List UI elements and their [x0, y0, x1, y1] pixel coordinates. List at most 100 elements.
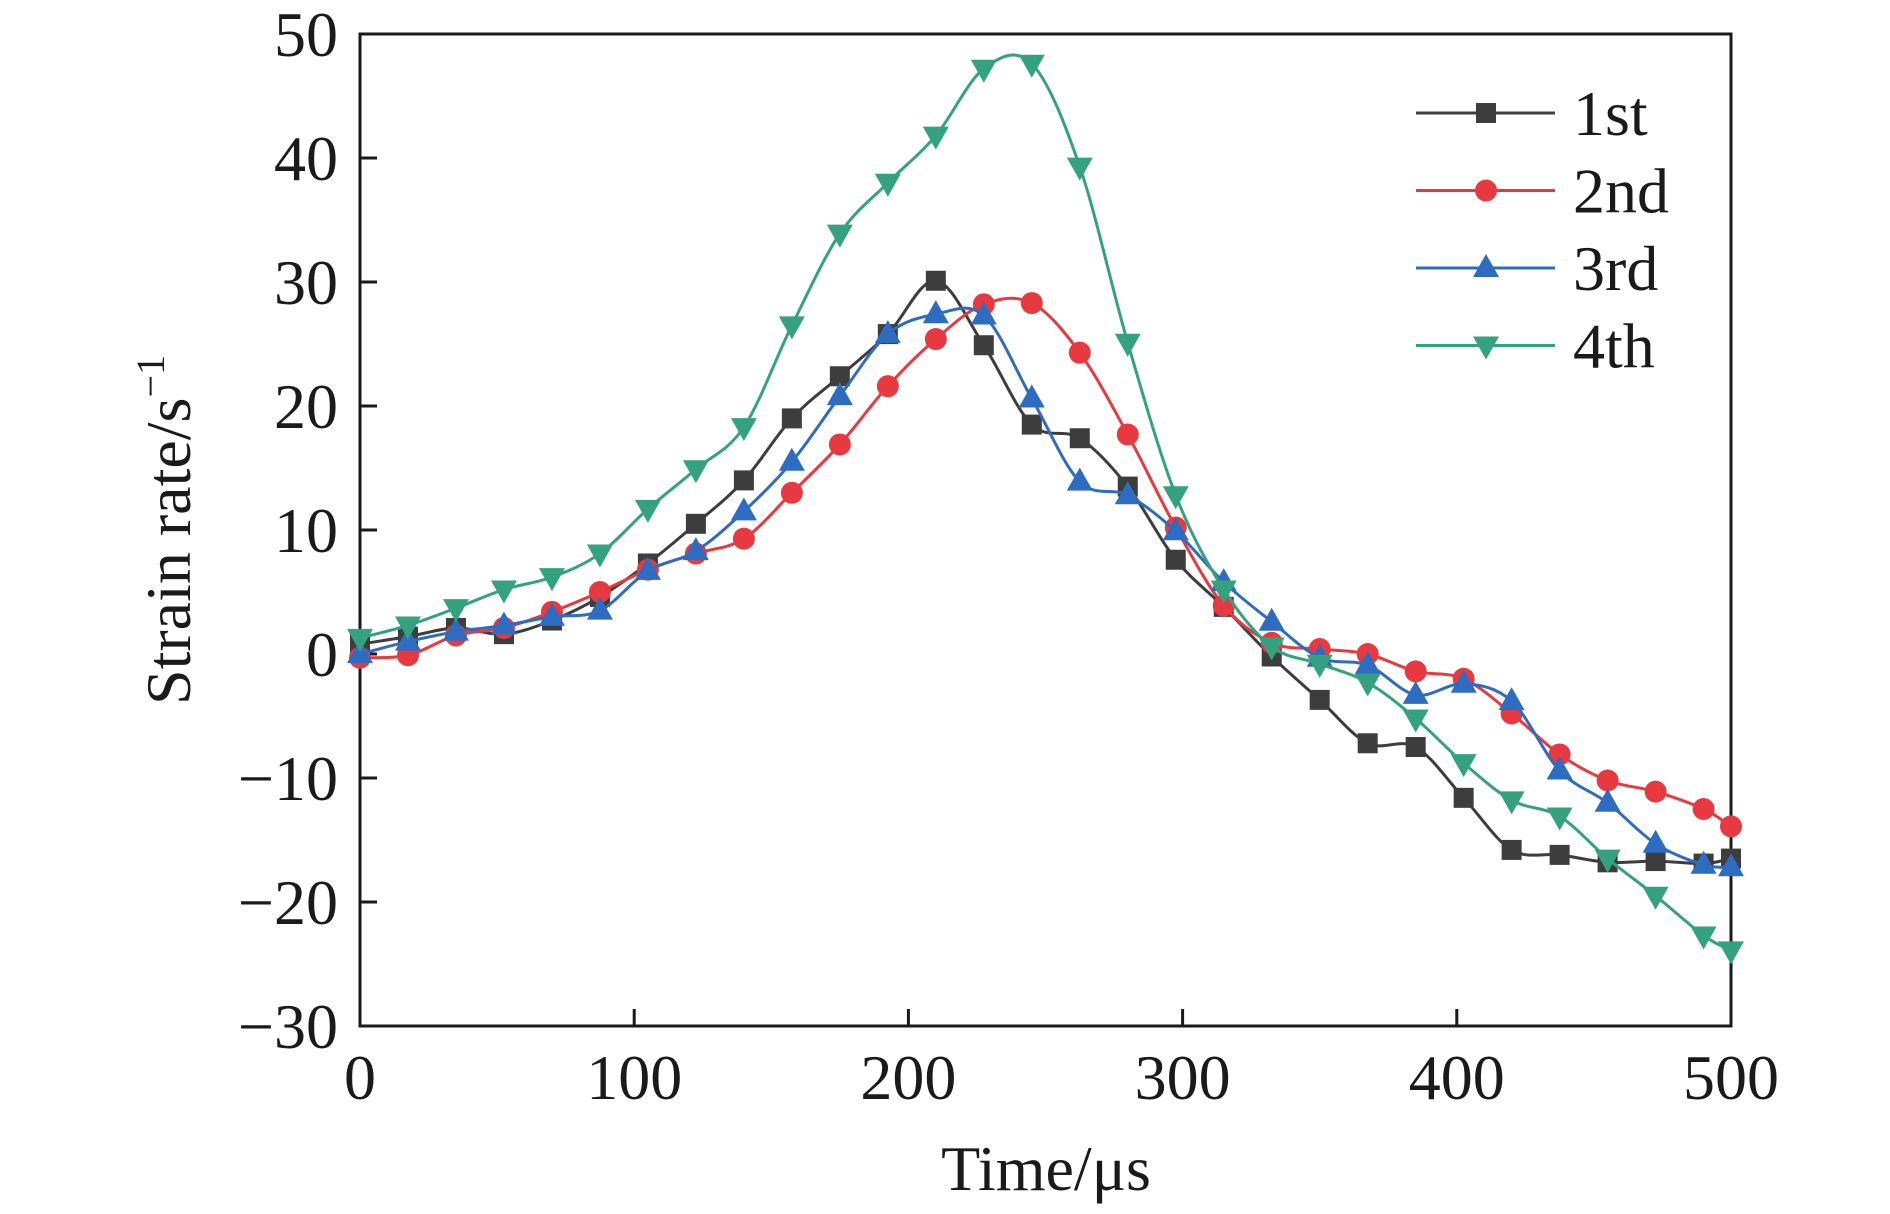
- legend-marker-1st: [1476, 103, 1496, 123]
- series-3rd-marker: [1258, 607, 1285, 631]
- y-axis-label: Strain rate/s−1: [128, 355, 204, 705]
- series-3rd-marker: [922, 300, 949, 324]
- legend-label-1st: 1st: [1573, 78, 1648, 149]
- series-3rd-marker: [778, 447, 805, 471]
- x-tick-label: 0: [344, 1042, 376, 1113]
- series-3rd-marker: [1354, 651, 1381, 675]
- y-tick-label: −30: [238, 991, 338, 1062]
- y-axis-label-text: Strain rate/s: [133, 398, 204, 705]
- series-4th-marker: [442, 599, 469, 623]
- series-2nd: [349, 292, 1742, 838]
- series-4th-marker: [730, 418, 757, 442]
- series-2nd-marker: [1548, 743, 1571, 766]
- series-1st-marker: [1405, 737, 1426, 757]
- legend-item-4th: 4th: [1416, 311, 1655, 382]
- series-3rd-marker: [538, 602, 565, 626]
- series-2nd-marker: [1068, 341, 1091, 364]
- series-4th-marker: [1718, 941, 1744, 965]
- series-4th-marker: [538, 568, 565, 592]
- y-tick-label: 50: [274, 0, 338, 70]
- series-4th-marker: [1690, 926, 1717, 950]
- series-3rd-marker: [1546, 756, 1573, 780]
- y-tick-label: 0: [306, 619, 338, 690]
- series-4th-marker: [1258, 637, 1285, 661]
- y-tick-label: 10: [274, 495, 338, 566]
- legend-item-3rd: 3rd: [1416, 233, 1658, 304]
- series-3rd-marker: [1498, 687, 1525, 711]
- series-4th: [347, 53, 1744, 965]
- series-4th-marker: [1594, 849, 1621, 873]
- series-4th-marker: [826, 224, 853, 248]
- series-4th-marker: [682, 460, 709, 484]
- series-1st-marker: [973, 335, 994, 356]
- series-2nd-marker: [924, 328, 947, 351]
- series-2nd-marker: [732, 527, 755, 550]
- series-2nd-marker: [1116, 423, 1139, 446]
- series-2nd-marker: [588, 581, 611, 603]
- series-3rd-marker: [490, 611, 517, 635]
- series-1st-marker: [1645, 851, 1666, 872]
- series-4th-marker: [347, 628, 373, 652]
- series-3rd-marker: [1402, 680, 1429, 704]
- series-4th-marker: [1210, 580, 1237, 604]
- series-2nd-marker: [1644, 780, 1667, 803]
- series-4th-marker: [1498, 791, 1525, 815]
- series-3rd-marker: [1690, 850, 1717, 874]
- series-3rd-marker: [1450, 669, 1477, 693]
- series-1st-marker: [781, 408, 802, 429]
- series-1st-marker: [733, 470, 754, 491]
- series-3rd-marker: [1162, 517, 1189, 541]
- series-1st-marker: [1549, 844, 1570, 865]
- series-4th-marker: [1402, 709, 1429, 733]
- legend-marker-3rd: [1473, 254, 1499, 277]
- series-layer: [347, 53, 1744, 965]
- series-4th-marker: [874, 173, 901, 197]
- x-tick-label: 200: [860, 1042, 956, 1113]
- series-3rd-marker: [1594, 788, 1621, 812]
- y-axis-label-exponent: −1: [128, 355, 173, 398]
- legend-label-4th: 4th: [1573, 311, 1655, 382]
- series-4th-marker: [1354, 673, 1381, 697]
- series-1st-marker: [1165, 549, 1186, 570]
- series-2nd-marker: [828, 433, 851, 456]
- series-3rd-marker: [1114, 481, 1141, 505]
- series-2nd-marker: [1596, 769, 1619, 792]
- series-2nd-marker: [876, 375, 899, 398]
- series-3rd-marker: [1642, 829, 1669, 853]
- y-tick-label: −10: [238, 743, 338, 814]
- series-1st-marker: [1309, 689, 1330, 710]
- series-3rd-marker: [682, 537, 709, 561]
- series-3rd-marker: [634, 556, 661, 580]
- series-3rd-marker: [1718, 853, 1744, 877]
- series-4th-marker: [1450, 754, 1477, 778]
- series-3rd-marker: [730, 497, 757, 521]
- x-axis-label: Time/μs: [941, 1133, 1151, 1204]
- x-tick-label: 100: [586, 1042, 682, 1113]
- series-4th-marker: [778, 316, 805, 340]
- series-1st-marker: [1069, 428, 1090, 449]
- series-3rd-marker: [442, 617, 469, 641]
- series-1st-marker: [1021, 414, 1042, 435]
- series-2nd-marker: [1692, 798, 1715, 820]
- series-1st-marker: [829, 366, 850, 387]
- series-3rd-marker: [586, 596, 613, 620]
- series-4th-marker: [634, 499, 661, 523]
- y-tick-label: 40: [274, 123, 338, 194]
- series-4th-marker: [394, 616, 421, 640]
- series-1st-marker: [685, 513, 706, 534]
- series-4th-marker: [490, 580, 517, 604]
- series-1st-marker: [1453, 787, 1474, 808]
- series-3rd-marker: [970, 301, 997, 325]
- series-2nd-marker: [1020, 292, 1043, 315]
- series-4th-marker: [1642, 886, 1669, 910]
- series-4th-marker: [1546, 807, 1573, 831]
- series-2nd-marker: [780, 481, 803, 504]
- series-4th-marker: [1162, 486, 1189, 510]
- series-4th-marker: [1114, 333, 1141, 357]
- y-tick-label: 20: [274, 371, 338, 442]
- legend-marker-4th: [1473, 336, 1499, 360]
- series-3rd-marker: [1066, 467, 1093, 491]
